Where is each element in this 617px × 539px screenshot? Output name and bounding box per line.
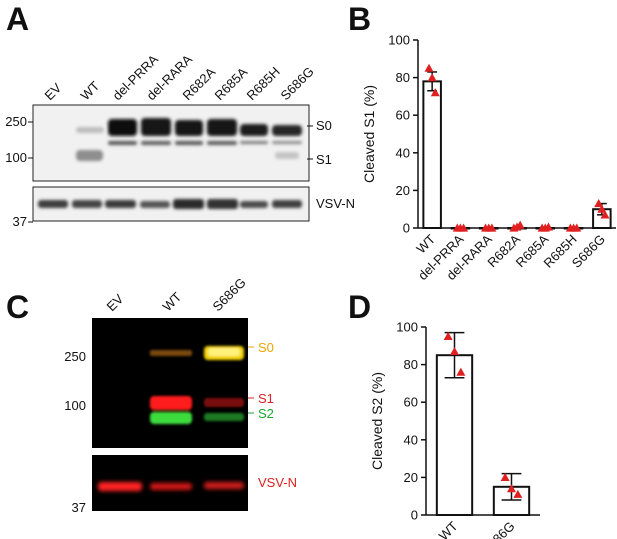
y-tick-label: 20 [396,183,410,198]
blot-a-label-s1: S1 [316,152,332,167]
band-s0-wt [150,350,192,356]
lane-label: WT [78,78,103,103]
panel-letter-a: A [6,1,29,37]
blot-a-label-vsv-n: VSV-N [316,196,355,211]
lane-label: EV [104,291,127,314]
lane-label: R685H [244,64,283,103]
lane-label: R685A [212,64,251,103]
y-tick-label: 60 [404,395,418,410]
blot-a-mw-100: 100 [5,150,27,165]
bar [422,80,442,229]
band-s1-s686g [275,152,299,159]
blot-c: EV WT S686G 250 100 S0 S1 S2 37 VSV-N [64,275,297,515]
data-point [487,223,497,232]
blot-c-label-s2: S2 [258,406,274,421]
y-tick-label: 60 [396,108,410,123]
y-tick-label: 0 [411,508,418,523]
blot-c-label-s0: S0 [258,340,274,355]
y-tick-label: 0 [403,221,410,236]
x-tick-label: WT [436,518,461,539]
data-point [427,73,437,82]
blot-c-vsv-n-bands [98,482,244,491]
band-s1-wt [150,396,192,410]
y-tick-label: 40 [396,145,410,160]
blot-c-lane-labels: EV WT S686G [104,275,249,314]
y-tick-label: 80 [396,70,410,85]
band-s1-wt [76,150,103,161]
data-point [500,472,510,481]
panel-letter-b: B [348,1,371,37]
band-s2-s686g [204,413,244,421]
blot-a-mw-37: 37 [13,214,27,229]
data-point [443,331,453,340]
blot-a-mw-250: 250 [5,114,27,129]
lane-label: S686G [278,64,317,103]
y-tick-label: 40 [404,432,418,447]
band-s0-wt [76,127,104,133]
blot-c-mw-250: 250 [64,349,86,364]
data-point [424,63,434,72]
blot-c-top-membrane [92,318,248,448]
data-point [513,489,523,498]
blot-a: EV WT del-PRRAdel-RARAR682AR685AR685HS686G… [5,51,355,229]
band-s2-wt [150,412,192,424]
y-tick-label: 20 [404,470,418,485]
blot-c-mw-37: 37 [72,500,86,515]
data-point [597,204,607,213]
data-point [515,220,525,229]
data-point [543,222,553,231]
lane-label: WT [160,289,185,314]
data-point [507,484,516,493]
y-tick-label: 100 [388,33,410,48]
data-point [572,223,582,232]
data-point [600,210,610,219]
blot-a-top-bands [76,118,302,161]
lane-label: EV [42,80,65,103]
bar [435,354,474,517]
band-s0-r682a [175,120,203,136]
y-axis-label: Cleaved S2 (%) [369,372,385,470]
chart-d: 0 20 40 60 80 100 Cleaved S2 (%) WT S686G [369,320,540,539]
band-s0-del-prra [108,119,137,136]
data-point [456,367,466,376]
x-tick-label: S686G [478,519,517,539]
y-axis-label: Cleaved S1 (%) [361,85,377,183]
blot-c-label-s1: S1 [258,391,274,406]
band-s0-del-rarar [141,118,171,136]
blot-a-label-s0: S0 [316,118,332,133]
y-tick-label: 80 [404,357,418,372]
band-s0-r685h [240,124,268,136]
data-point [430,88,440,97]
panel-letter-d: D [348,289,371,325]
data-point [459,223,469,232]
blot-c-label-vsv-n: VSV-N [258,475,297,490]
data-point [594,199,604,208]
band-s0-r685a [207,119,237,136]
blot-a-vsv-n-bands [38,199,302,209]
band-s1-s686g [204,398,244,407]
lane-label: S686G [210,275,249,314]
y-tick-label: 100 [396,320,418,335]
panel-letter-c: C [6,289,29,325]
band-s0-s686g [272,125,302,136]
blot-c-top-bands [150,346,244,424]
data-point [450,346,459,356]
blot-c-mw-100: 100 [64,398,86,413]
